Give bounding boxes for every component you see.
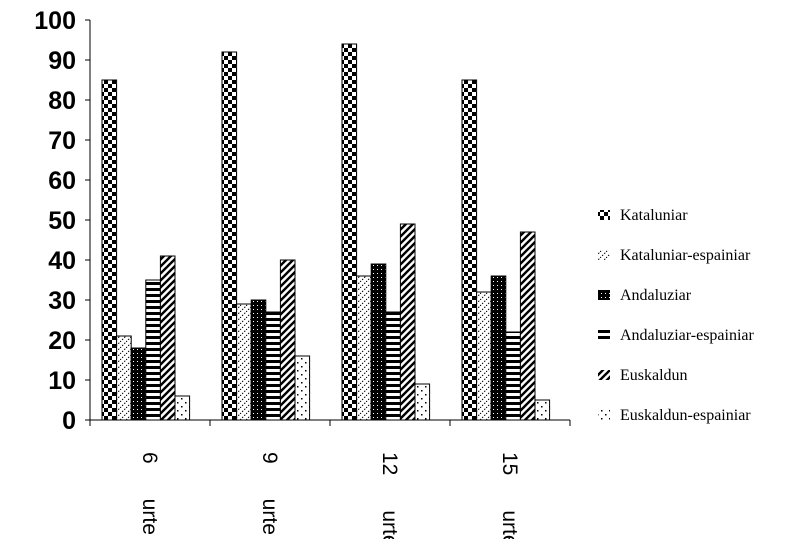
y-tick-label: 30 [48,287,76,315]
category-label: 9 urte [258,452,281,535]
y-tick-label: 10 [48,367,76,395]
bar-1-5 [159,255,176,421]
bar-2-3 [250,299,267,421]
bar-3-2 [356,275,372,421]
bars-group [101,43,551,421]
category-labels: 6 urte 9 urte 12 urte 15 urte [138,452,521,539]
category-label: 15 urte [498,452,521,539]
legend-swatch [598,370,610,380]
y-tick-label: 80 [48,87,76,115]
bar-2-4 [265,311,281,421]
bar-3-4 [385,311,401,421]
bar-1-2 [116,335,132,421]
legend-label: Kataluniar [620,207,688,224]
bar-4-1 [461,79,478,421]
y-tick-label: 60 [48,167,76,195]
legend-swatch [598,410,610,420]
bar-3-5 [399,223,416,421]
bar-1-1 [101,79,118,421]
legend: Kataluniar Kataluniar-espainiar Andaluziar… [598,207,755,424]
legend-label: Euskaldun [620,367,688,384]
legend-label: Andaluziar [620,287,692,304]
y-tick-label: 0 [62,407,76,435]
y-tick-label: 40 [48,247,76,275]
legend-label: Euskaldun-espainiar [620,407,751,424]
bar-4-6 [534,399,551,421]
bar-2-2 [236,303,252,421]
bar-1-3 [130,347,147,421]
bar-4-3 [490,275,507,421]
legend-swatch [598,210,610,220]
y-tick-label: 50 [48,207,76,235]
legend-swatch [598,250,610,260]
legend-label: Kataluniar-espainiar [620,247,751,264]
y-tick-label: 90 [48,47,76,75]
bar-4-5 [519,231,536,421]
bar-3-3 [370,263,387,421]
bar-2-6 [294,355,311,421]
legend-swatch [598,330,610,340]
bar-1-4 [145,279,161,421]
bar-3-1 [341,43,358,421]
bar-2-5 [279,259,296,421]
y-tick-labels: 0 10 20 30 40 50 60 70 80 90 100 [34,7,76,435]
category-label: 6 urte [138,452,161,535]
bar-2-1 [221,51,238,421]
y-tick-label: 20 [48,327,76,355]
bar-1-6 [174,395,191,421]
bar-3-6 [414,383,431,421]
legend-swatch [598,290,610,300]
y-tick-label: 100 [34,7,76,35]
legend-label: Andaluziar-espainiar [620,327,755,344]
y-tick-label: 70 [48,127,76,155]
bar-4-4 [505,331,521,421]
category-label: 12 urte [378,452,401,539]
axes-group [85,19,571,426]
bar-4-2 [476,291,492,421]
